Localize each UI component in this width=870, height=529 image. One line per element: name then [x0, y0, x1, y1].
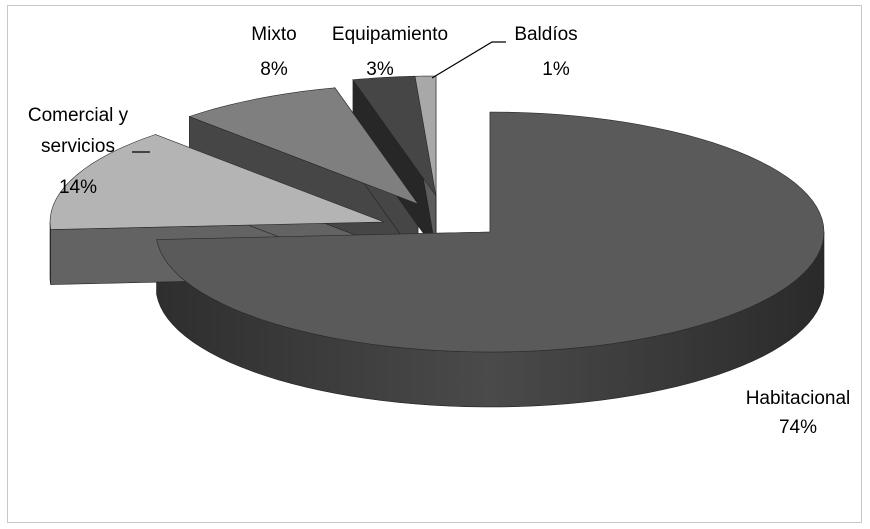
label-baldios-name: Baldíos	[514, 24, 577, 45]
slice-equipamiento	[352, 75, 437, 197]
label-habitacional-value: 74%	[779, 417, 817, 438]
label-equipamiento-value: 3%	[366, 59, 394, 80]
slice-habitacional	[156, 111, 825, 353]
label-mixto-value: 8%	[260, 59, 288, 80]
label-mixto-name: Mixto	[251, 24, 296, 45]
label-comercial-name-line1: Comercial y	[28, 105, 129, 126]
slice-comercial-y-servicios	[49, 134, 385, 230]
pie-tops	[49, 75, 825, 353]
leader-lines	[132, 41, 506, 153]
label-habitacional-name: Habitacional	[746, 388, 851, 409]
slice-mixto	[188, 87, 419, 205]
label-comercial-name-line2: servicios	[41, 136, 115, 157]
leader-baldios	[431, 41, 506, 79]
label-baldios-value: 1%	[542, 59, 570, 80]
label-equipamiento-name: Equipamiento	[332, 24, 448, 45]
label-comercial-value: 14%	[59, 177, 97, 198]
side-comercial-y-servicios-outer	[49, 221, 51, 285]
